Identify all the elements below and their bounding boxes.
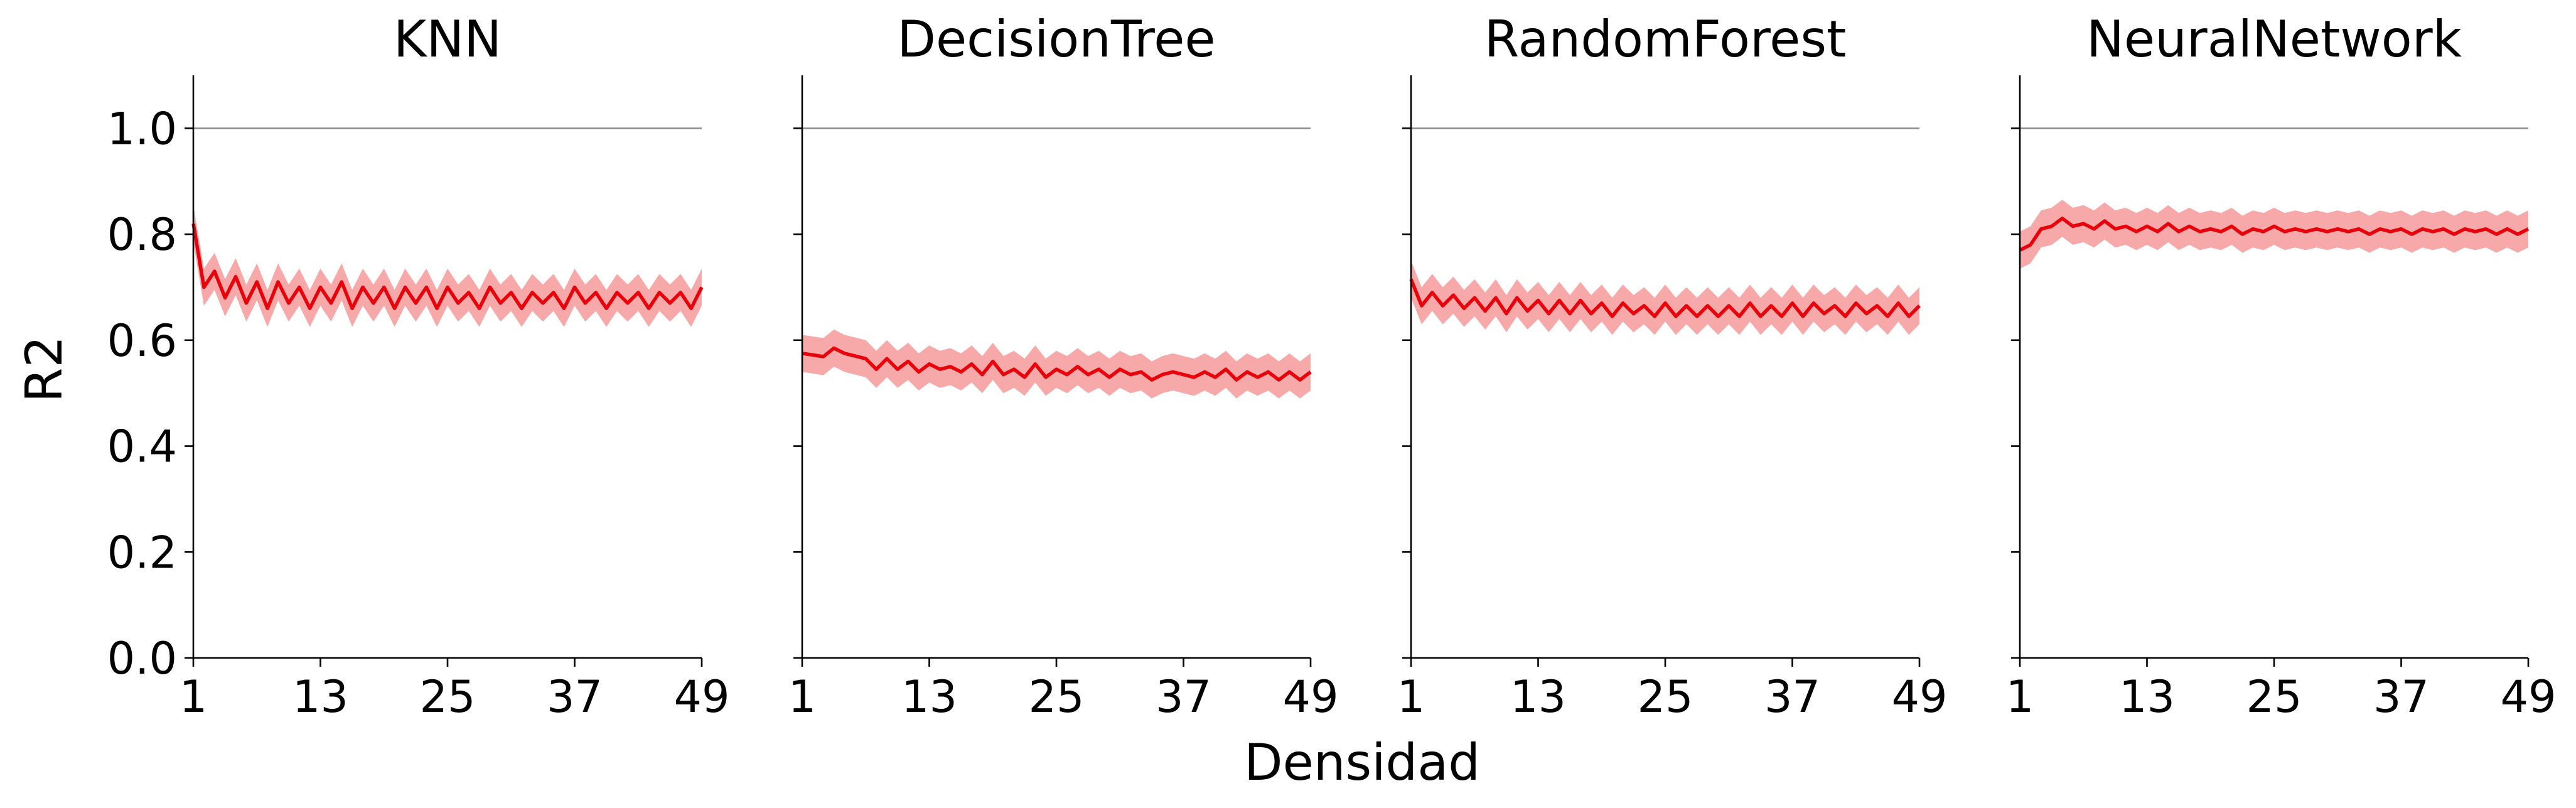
x-tick-label: 13 (1510, 671, 1566, 723)
confidence-band (2020, 200, 2528, 269)
panel-title: DecisionTree (897, 10, 1215, 68)
panel-randomforest: 1 13 25 37 49 RandomForest (1397, 10, 1948, 723)
x-tick-label: 13 (901, 671, 957, 723)
mean-line (2019, 217, 2530, 252)
x-tick-label: 37 (2373, 671, 2429, 723)
mean-line (1409, 278, 1921, 318)
x-tick-label: 13 (2119, 671, 2175, 723)
x-tick-label: 49 (1282, 671, 1338, 723)
x-tick-label: 49 (2500, 671, 2556, 723)
x-tick-label: 25 (419, 671, 475, 723)
x-tick-label: 37 (547, 671, 603, 723)
y-tick-label: 1.0 (107, 103, 177, 154)
x-tick-label: 13 (292, 671, 348, 723)
panel-knn: 0.0 0.2 0.4 0.6 0.8 1.0 1 13 25 37 49 KNN (107, 10, 730, 723)
panel-title: NeuralNetwork (2086, 10, 2462, 68)
y-tick-label: 0.2 (107, 527, 177, 578)
confidence-band (802, 329, 1311, 399)
x-tick-label: 37 (1156, 671, 1211, 723)
panel-title: KNN (394, 10, 502, 68)
y-tick-label: 0.6 (107, 315, 177, 367)
y-axis-label: R2 (15, 336, 73, 402)
y-tick-label: 0.4 (107, 421, 177, 473)
confidence-band (1411, 261, 1919, 335)
x-tick-label: 25 (1028, 671, 1084, 723)
x-tick-label: 37 (1764, 671, 1820, 723)
panel-title: RandomForest (1484, 10, 1847, 68)
x-tick-label: 25 (2246, 671, 2302, 723)
x-tick-label: 1 (1397, 671, 1425, 723)
panel-decisiontree: 1 13 25 37 49 DecisionTree (788, 10, 1339, 723)
confidence-band (193, 205, 702, 327)
x-tick-label: 1 (788, 671, 817, 723)
x-tick-label: 49 (1891, 671, 1947, 723)
x-tick-label: 1 (2006, 671, 2034, 723)
y-tick-label: 0.8 (107, 209, 177, 261)
x-tick-label: 49 (674, 671, 729, 723)
x-axis-label: Densidad (1244, 733, 1480, 792)
x-tick-label: 25 (1637, 671, 1693, 723)
mean-line (802, 346, 1312, 382)
panel-neuralnetwork: 1 13 25 37 49 NeuralNetwork (2006, 10, 2557, 723)
y-tick-label: 0.0 (107, 633, 177, 684)
mean-line (191, 223, 704, 310)
x-tick-label: 1 (180, 671, 208, 723)
